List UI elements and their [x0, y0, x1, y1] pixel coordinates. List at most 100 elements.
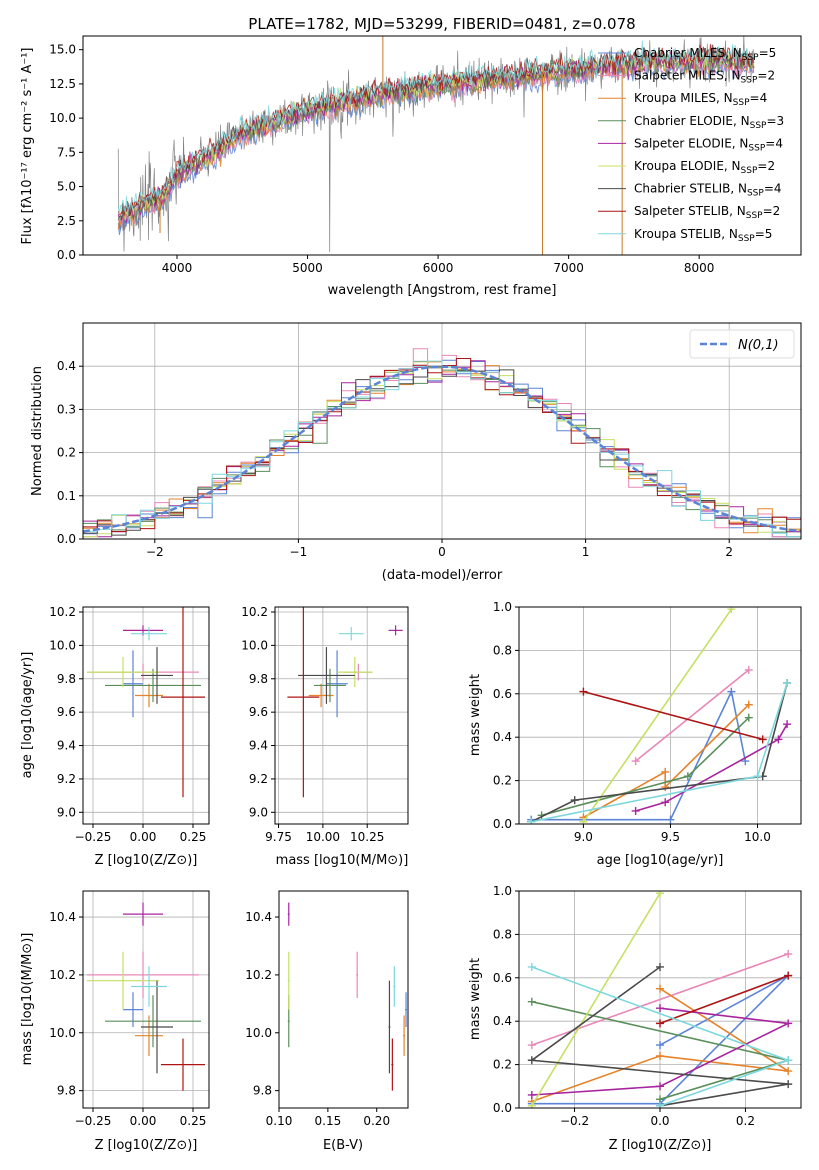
mass-weight-marker — [783, 678, 792, 687]
mass-weight-marker — [656, 962, 664, 971]
mass-weight-marker — [784, 1019, 793, 1028]
mass-weight-line — [531, 689, 747, 821]
y-tick-label: 0.8 — [493, 927, 512, 941]
x-tick-label: 2 — [725, 545, 733, 559]
x-tick-label: 10.0 — [744, 830, 771, 844]
mass-weight-marker — [527, 1101, 536, 1108]
legend-label: Salpeter STELIB, NSSP=2 — [634, 204, 780, 221]
y-tick-label: 0.2 — [57, 446, 76, 460]
mass-age-gridlines — [275, 607, 408, 824]
age-weight-x-ticks: 9.0 9.5 10.0 — [574, 824, 771, 844]
z-age-y-ticks: 9.0 9.2 9.4 9.6 9.8 10.0 10.2 — [49, 605, 83, 819]
legend-label: Kroupa MILES, NSSP=4 — [634, 91, 767, 108]
y-tick-label: 10.2 — [49, 605, 76, 619]
y-tick-label: 9.6 — [57, 705, 76, 719]
ebv-mass-y-ticks: 9.8 10.0 10.2 10.4 — [245, 910, 279, 1098]
ebv-mass-panel: 0.10 0.15 0.20 9.8 10.0 10.2 10.4 E(B-V) — [245, 890, 409, 1153]
y-tick-label: 12.5 — [49, 77, 76, 91]
y-tick-label: 9.2 — [249, 772, 268, 786]
mass-weight-marker — [579, 687, 588, 696]
mass-weight-marker — [784, 949, 793, 958]
y-tick-label: 10.0 — [245, 1026, 272, 1040]
mass-weight-marker — [784, 1080, 793, 1089]
z-weight-plot-area — [527, 891, 793, 1108]
y-tick-label: 10.0 — [241, 638, 268, 652]
mass-weight-marker — [527, 1041, 536, 1050]
x-tick-label: 9.0 — [574, 830, 593, 844]
residual-legend-box — [689, 329, 795, 359]
y-tick-label: 10.2 — [245, 968, 272, 982]
legend-label: Chabrier STELIB, NSSP=4 — [634, 182, 782, 199]
y-tick-label: 10.0 — [49, 638, 76, 652]
mass-weight-marker — [784, 1067, 793, 1076]
y-tick-label: 9.0 — [249, 805, 268, 819]
mass-weight-marker — [631, 806, 640, 815]
spectrum-x-axis-label: wavelength [Angstrom, rest frame] — [328, 283, 557, 298]
y-tick-label: 1.0 — [493, 600, 512, 614]
mass-weight-marker — [527, 1090, 536, 1099]
z-mass-frame — [82, 890, 210, 1109]
z-weight-panel: −0.2 0.0 0.2 0.0 0.2 0.4 0.6 0.8 1.0 Z [log10(Z… — [468, 884, 802, 1153]
y-tick-label: 10.4 — [49, 910, 76, 924]
x-tick-label: 1 — [582, 545, 590, 559]
residual-x-ticks: −2 −1 0 1 2 — [146, 539, 733, 559]
z-weight-x-axis-label: Z [log10(Z/Z⊙)] — [609, 1138, 712, 1153]
y-tick-label: 2.5 — [57, 214, 76, 228]
spectrum-y-ticks: 0.0 2.5 5.0 7.5 10.0 12.5 15.0 — [49, 43, 83, 262]
residual-legend: N(0,1) — [689, 329, 795, 359]
mass-weight-line — [583, 690, 763, 741]
residual-y-ticks: 0.0 0.1 0.2 0.3 0.4 — [57, 359, 83, 546]
mass-weight-line — [530, 682, 788, 823]
z-mass-x-axis-label: Z [log10(Z/Z⊙)] — [95, 1138, 198, 1153]
spectrum-frame — [82, 35, 802, 256]
z-mass-plot-area — [87, 902, 205, 1091]
x-tick-label: 0.25 — [180, 1114, 207, 1128]
x-tick-label: −2 — [146, 545, 164, 559]
x-tick-label: 6000 — [423, 261, 454, 275]
y-tick-label: 0.4 — [493, 1014, 512, 1028]
spectrum-plot-area — [117, 36, 755, 255]
y-tick-label: 9.4 — [249, 739, 268, 753]
x-tick-label: 0.15 — [315, 1114, 342, 1128]
mass-age-x-axis-label: mass [log10(M/M⊙)] — [276, 853, 409, 868]
y-tick-label: 10.4 — [245, 910, 272, 924]
mass-weight-line — [659, 974, 789, 1025]
x-tick-label: 9.75 — [265, 830, 292, 844]
z-weight-y-ticks: 0.0 0.2 0.4 0.6 0.8 1.0 — [493, 884, 519, 1115]
mass-age-y-ticks: 9.0 9.2 9.4 9.6 9.8 10.0 10.2 — [241, 605, 275, 819]
y-tick-label: 0.0 — [493, 1101, 512, 1115]
mass-weight-marker — [758, 735, 767, 744]
x-tick-label: 0.00 — [130, 830, 157, 844]
mass-weight-marker — [666, 815, 675, 824]
y-tick-label: 15.0 — [49, 43, 76, 57]
mass-weight-marker — [656, 1004, 664, 1013]
mass-age-plot-area — [287, 607, 403, 798]
z-age-frame — [82, 606, 210, 825]
ebv-mass-frame — [278, 890, 409, 1109]
mass-weight-marker — [753, 772, 762, 781]
y-tick-label: 0.6 — [493, 687, 512, 701]
x-tick-label: −1 — [290, 545, 308, 559]
mass-weight-marker — [744, 665, 753, 674]
mass-weight-marker — [527, 817, 536, 824]
mass-weight-marker — [784, 971, 793, 980]
mass-weight-marker — [570, 796, 579, 805]
spectrum-y-axis-label: Flux [fλ10⁻¹⁷ erg cm⁻² s⁻¹ A⁻¹] — [20, 48, 35, 245]
mass-weight-marker — [661, 783, 670, 792]
spectrum-legend: Chabrier MILES, NSSP=5 Salpeter MILES, NS… — [598, 46, 784, 244]
mass-weight-marker — [783, 720, 792, 729]
legend-label: Salpeter ELODIE, NSSP=4 — [634, 136, 783, 153]
y-tick-label: 9.2 — [57, 772, 76, 786]
y-tick-label: 0.0 — [493, 817, 512, 831]
y-tick-label: 0.6 — [493, 971, 512, 985]
mass-age-frame — [274, 606, 409, 825]
y-tick-label: 9.8 — [57, 672, 76, 686]
mass-weight-marker — [656, 984, 664, 993]
y-tick-label: 0.8 — [493, 643, 512, 657]
z-age-panel: −0.25 0.00 0.25 9.0 9.2 9.4 9.6 9.8 10.0 10.2 Z … — [20, 605, 210, 868]
age-weight-x-axis-label: age [log10(age/yr)] — [597, 853, 724, 868]
x-tick-label: 5000 — [292, 261, 323, 275]
x-tick-label: 0.0 — [650, 1114, 669, 1128]
mass-weight-marker — [656, 1041, 664, 1050]
y-tick-label: 0.0 — [57, 532, 76, 546]
